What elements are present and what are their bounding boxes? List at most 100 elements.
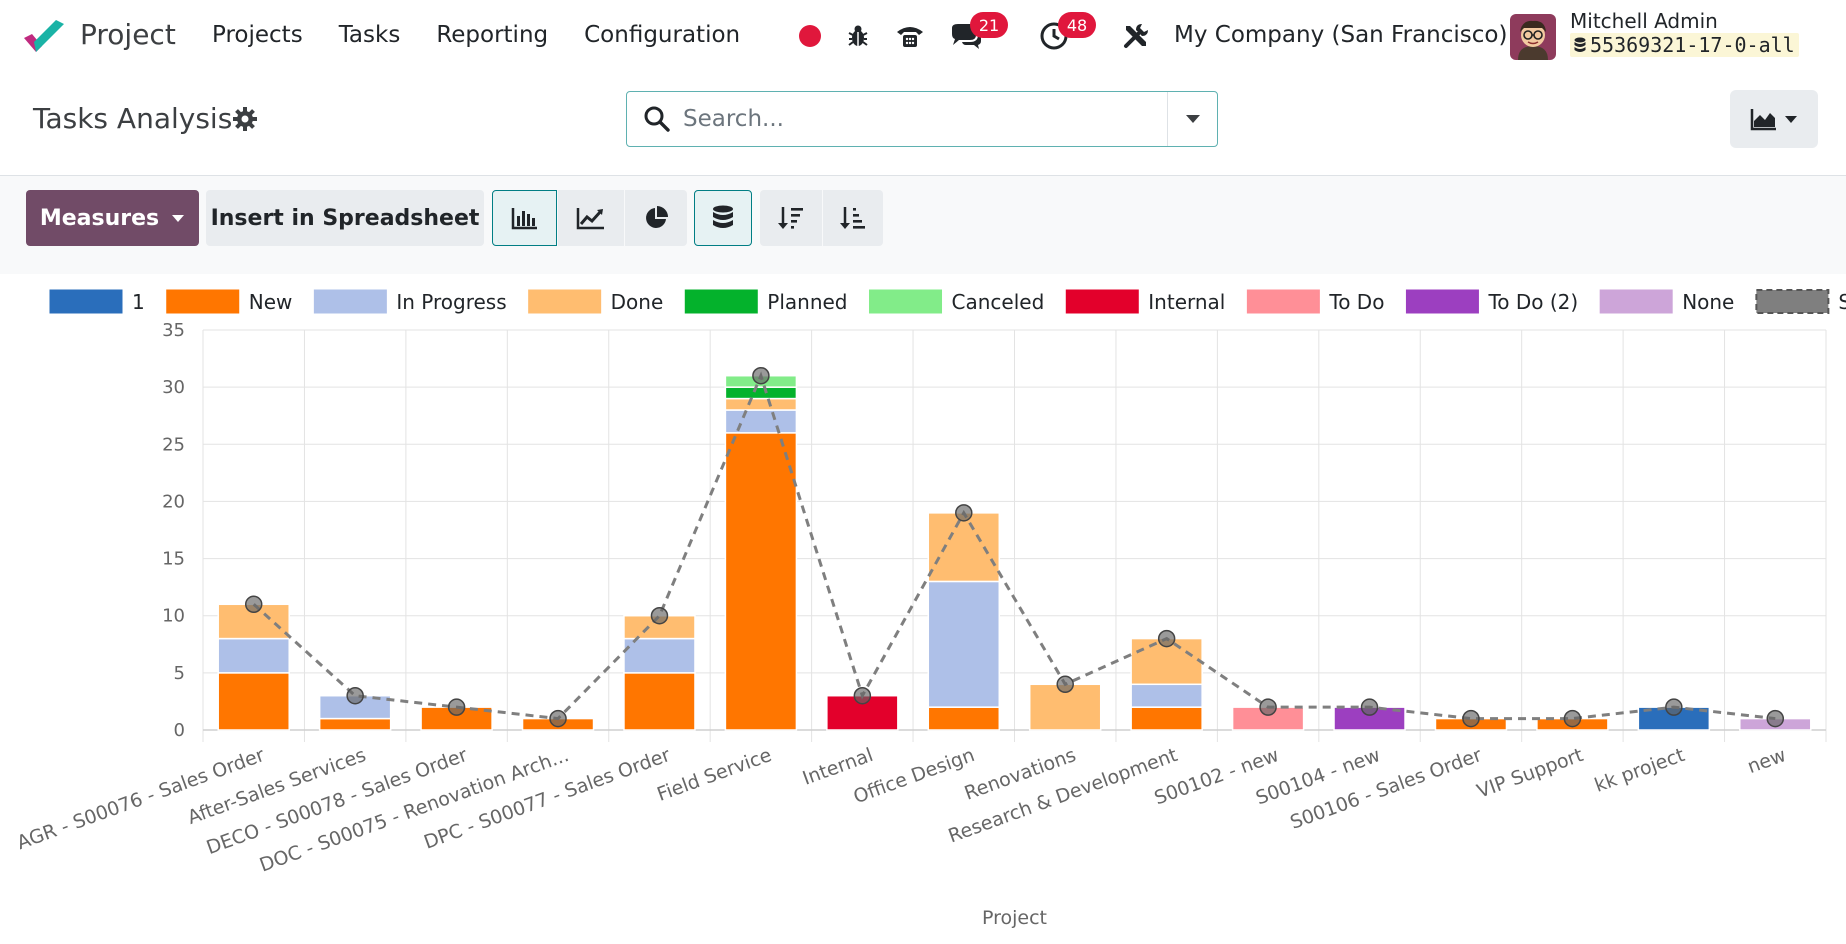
sum-point[interactable] [853, 686, 872, 705]
sum-point[interactable] [549, 709, 567, 728]
sort-descending-button[interactable] [760, 190, 822, 246]
legend-swatch[interactable] [166, 289, 240, 314]
chat-icon[interactable]: 21 [948, 12, 1008, 54]
bar-segment[interactable] [1130, 706, 1203, 731]
caret-down-icon [1785, 115, 1797, 123]
line-chart-button[interactable] [558, 190, 624, 246]
view-switcher-button[interactable] [1730, 90, 1818, 148]
bar-segment[interactable] [217, 637, 290, 674]
chat-badge: 21 [970, 12, 1008, 38]
sort-ascending-button[interactable] [823, 190, 883, 246]
legend-label[interactable]: New [249, 290, 293, 314]
y-tick-label: 35 [162, 320, 185, 341]
legend-swatch[interactable] [528, 289, 602, 314]
graph-toolbar: Measures Insert in Spreadsheet [0, 176, 1846, 274]
legend-label[interactable]: 1 [132, 290, 145, 314]
sum-point[interactable] [1462, 709, 1480, 728]
caret-down-icon [1185, 115, 1200, 123]
bar-segment[interactable] [724, 386, 798, 400]
menu-configuration[interactable]: Configuration [584, 22, 741, 48]
bar-segment[interactable] [724, 432, 798, 731]
sum-point[interactable] [1766, 709, 1785, 728]
y-tick-label: 0 [174, 720, 185, 741]
legend-swatch[interactable] [1599, 289, 1673, 314]
legend-label[interactable]: Done [611, 290, 664, 314]
gear-icon[interactable] [232, 106, 258, 132]
sum-point[interactable] [1665, 698, 1683, 716]
search-input[interactable] [683, 102, 1153, 136]
page-title: Tasks Analysis [33, 102, 233, 135]
sum-point[interactable] [346, 686, 364, 705]
recording-icon[interactable] [792, 18, 828, 54]
legend-label[interactable]: Internal [1148, 290, 1225, 314]
x-tick-label: new [1745, 744, 1789, 778]
legend-swatch[interactable] [1405, 289, 1479, 314]
measures-label: Measures [39, 205, 160, 231]
user-avatar[interactable] [1510, 14, 1556, 60]
legend-label[interactable]: In Progress [396, 290, 506, 314]
sum-point[interactable] [1056, 675, 1074, 694]
y-tick-label: 5 [174, 663, 185, 684]
x-axis-title: Project [982, 907, 1047, 929]
menu-projects[interactable]: Projects [212, 22, 303, 48]
bar-segment[interactable] [1130, 683, 1203, 708]
sum-point[interactable] [1360, 698, 1379, 716]
bar-segment[interactable] [217, 672, 290, 731]
app-name[interactable]: Project [80, 18, 176, 51]
legend-swatch[interactable] [869, 289, 943, 314]
legend-swatch[interactable] [1065, 289, 1139, 314]
search-box [626, 91, 1218, 147]
phone-icon[interactable] [892, 18, 928, 54]
legend-label[interactable]: Planned [767, 290, 847, 314]
database-icon [1574, 37, 1586, 52]
sum-point[interactable] [752, 366, 770, 385]
legend-swatch[interactable] [1246, 289, 1320, 314]
project-app-logo[interactable] [22, 18, 66, 56]
bar-chart-button[interactable] [492, 190, 557, 246]
activity-clock-icon[interactable]: 48 [1036, 12, 1096, 54]
area-chart-icon [1750, 109, 1776, 131]
legend-swatch[interactable] [49, 289, 123, 314]
sum-point[interactable] [650, 606, 669, 625]
insert-in-spreadsheet-button[interactable]: Insert in Spreadsheet [206, 190, 484, 246]
bar-segment[interactable] [927, 580, 1001, 708]
sum-point[interactable] [955, 504, 973, 522]
graph-area: 0 5 10 15 20 25 30 35 AGR - S00076 - Sales Order… [0, 274, 1846, 940]
y-tick-label: 25 [162, 434, 185, 455]
company-switcher[interactable]: My Company (San Francisco) [1174, 22, 1508, 48]
bar-segment[interactable] [623, 672, 696, 731]
sum-point[interactable] [447, 698, 466, 716]
sum-point[interactable] [1259, 698, 1277, 716]
search-options-toggle[interactable] [1167, 92, 1217, 146]
bug-icon[interactable] [840, 18, 876, 54]
legend-label[interactable]: To Do (2) [1487, 290, 1578, 314]
top-navbar: Project Projects Tasks Reporting Configu… [0, 0, 1846, 72]
legend-label[interactable]: None [1682, 290, 1734, 314]
measures-button[interactable]: Measures [26, 190, 199, 246]
legend-swatch[interactable] [1755, 289, 1830, 314]
legend-label[interactable]: To Do [1328, 290, 1384, 314]
menu-tasks[interactable]: Tasks [338, 22, 401, 48]
sort-ascending-icon [840, 207, 865, 229]
legend-swatch[interactable] [684, 289, 758, 314]
sum-point[interactable] [1157, 629, 1176, 648]
legend-label[interactable]: Canceled [952, 290, 1045, 314]
legend-label[interactable]: Sum [1838, 290, 1846, 314]
legend-swatch[interactable] [313, 289, 387, 314]
stacked-toggle-button[interactable] [694, 190, 752, 246]
bar-segment[interactable] [623, 637, 696, 674]
user-name[interactable]: Mitchell Admin [1570, 9, 1718, 33]
bar-segment[interactable] [927, 512, 1001, 583]
sum-point[interactable] [1563, 709, 1582, 728]
bar-segment[interactable] [724, 397, 798, 411]
sum-point[interactable] [244, 595, 263, 614]
bar-segment[interactable] [724, 409, 798, 434]
menu-reporting[interactable]: Reporting [436, 22, 549, 48]
search-icon [644, 106, 670, 132]
debug-tools-icon[interactable] [1118, 18, 1154, 54]
bar-segment[interactable] [318, 717, 392, 731]
pie-chart-button[interactable] [625, 190, 687, 246]
line-chart-icon [576, 208, 604, 230]
bar-segment[interactable] [927, 706, 1001, 731]
